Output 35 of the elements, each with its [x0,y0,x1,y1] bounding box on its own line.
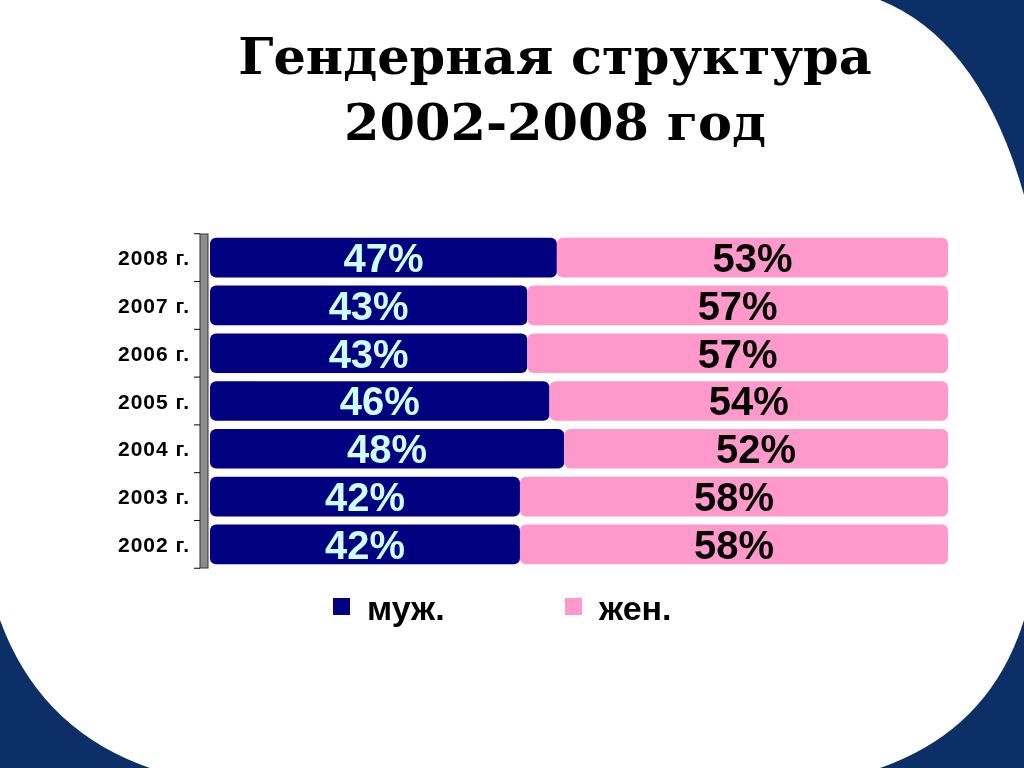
chart-title: Гендерная структура 2002-2008 год [238,26,872,152]
data-label: 42% [324,474,406,519]
y-tick-label: 2005 г. [117,389,190,413]
data-label: 57% [697,331,778,376]
data-label: 54% [708,379,789,424]
data-label: 52% [716,427,797,472]
bar [527,285,948,326]
bar [210,333,528,374]
bar [210,428,565,469]
y-tick-label: 2008 г. [117,246,190,270]
y-tick-label: 2003 г. [117,485,190,509]
data-label: 47% [343,236,424,281]
legend-label: муж. [367,589,445,628]
bar [210,237,557,278]
legend-label: жен. [598,589,672,628]
data-label: 58% [693,474,775,519]
data-label: 46% [339,379,420,424]
bar [210,381,550,421]
data-label: 57% [697,283,778,328]
data-label: 43% [328,331,409,376]
bar [519,524,948,565]
bar [519,476,948,517]
bar [564,428,948,469]
y-tick-label: 2002 г. [117,532,190,556]
y-tick-label: 2004 г. [117,437,190,461]
data-label: 42% [324,522,406,567]
data-label: 48% [347,427,428,472]
data-label: 43% [328,283,409,328]
y-tick-label: 2006 г. [117,341,190,365]
data-label: 58% [693,522,775,567]
bar [556,237,948,278]
y-tick-label: 2007 г. [117,293,190,317]
bar [549,381,948,421]
bar [527,333,948,374]
data-label: 53% [712,236,793,281]
